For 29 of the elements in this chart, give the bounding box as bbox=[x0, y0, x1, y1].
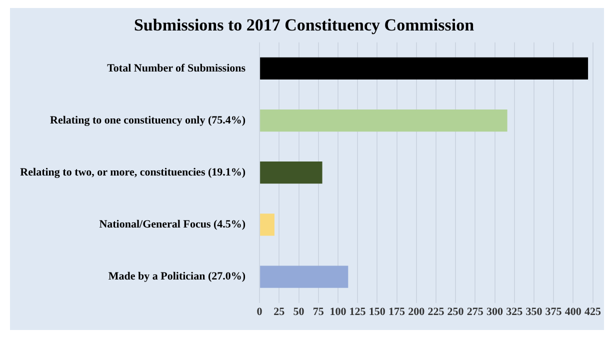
x-tick-label: 200 bbox=[408, 306, 426, 318]
x-tick-label: 400 bbox=[564, 306, 582, 318]
y-tick-label: Relating to two, or more, constituencies (19.1%) bbox=[20, 166, 246, 178]
x-tick-label: 300 bbox=[486, 306, 504, 318]
x-tick-label: 0 bbox=[256, 306, 263, 318]
y-tick-label: Total Number of Submissions bbox=[107, 62, 246, 74]
x-tick-label: 425 bbox=[584, 306, 602, 318]
bar bbox=[260, 57, 588, 80]
x-tick-label: 250 bbox=[447, 306, 464, 318]
y-tick-label: Made by a Politician (27.0%) bbox=[108, 270, 246, 283]
chart-title: Submissions to 2017 Constituency Commission bbox=[134, 16, 475, 35]
x-tick-label: 125 bbox=[349, 306, 366, 318]
x-tick-label: 50 bbox=[293, 306, 305, 318]
y-tick-label: National/General Focus (4.5%) bbox=[99, 218, 246, 231]
x-tick-label: 325 bbox=[506, 306, 524, 318]
bar bbox=[260, 109, 508, 132]
x-tick-label: 175 bbox=[388, 306, 406, 318]
x-tick-label: 375 bbox=[545, 306, 562, 318]
bar bbox=[260, 266, 348, 288]
x-tick-label: 275 bbox=[466, 306, 484, 318]
x-tick-label: 100 bbox=[330, 306, 347, 318]
bar bbox=[260, 214, 274, 236]
x-tick-label: 350 bbox=[526, 306, 543, 318]
x-tick-label: 150 bbox=[368, 306, 386, 318]
bar bbox=[260, 162, 322, 184]
x-tick-label: 25 bbox=[274, 306, 286, 318]
x-tick-label: 225 bbox=[428, 306, 445, 318]
y-tick-label: Relating to one constituency only (75.4%) bbox=[50, 114, 246, 126]
x-tick-label: 75 bbox=[312, 306, 324, 318]
